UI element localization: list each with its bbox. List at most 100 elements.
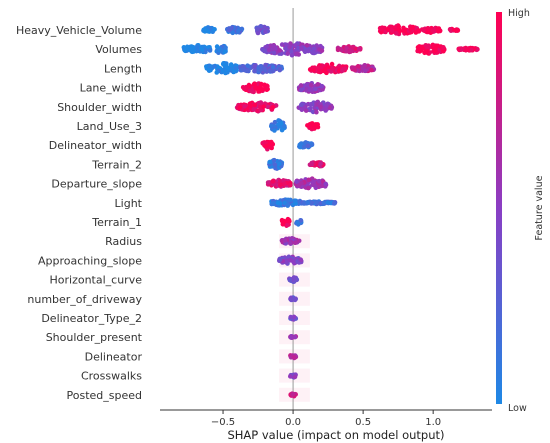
shap-point xyxy=(447,27,453,32)
feature-label: Heavy_Vehicle_Volume xyxy=(16,24,142,37)
shap-point xyxy=(288,314,293,320)
shap-point xyxy=(415,28,421,33)
shap-point xyxy=(318,161,323,166)
shap-point xyxy=(253,85,258,91)
feature-label: Delineator_Type_2 xyxy=(41,312,142,325)
feature-label: Length xyxy=(104,62,142,75)
shap-point xyxy=(291,354,297,360)
shap-point xyxy=(422,50,427,56)
feature-label: Volumes xyxy=(95,43,142,56)
shap-point xyxy=(242,103,247,109)
shap-point xyxy=(311,179,317,184)
shap-point xyxy=(277,182,283,188)
shap-point xyxy=(276,161,282,167)
shap-point xyxy=(205,28,211,34)
shap-point xyxy=(224,65,230,70)
shap-point xyxy=(298,257,303,262)
shap-points xyxy=(181,23,480,399)
shap-point xyxy=(301,201,307,206)
feature-label: Posted_speed xyxy=(67,389,143,402)
shap-point xyxy=(201,27,207,33)
shap-point xyxy=(282,238,288,243)
shap-point xyxy=(183,45,189,51)
shap-point xyxy=(289,297,295,303)
shap-point xyxy=(288,335,294,340)
shap-point xyxy=(293,42,299,48)
shap-point xyxy=(283,46,288,51)
shap-point xyxy=(207,68,212,73)
shap-point xyxy=(394,31,399,36)
shap-point xyxy=(288,197,293,203)
shap-point xyxy=(295,220,300,225)
shap-point xyxy=(318,104,323,110)
shap-point xyxy=(247,88,253,94)
colorbar: High Low Feature value xyxy=(496,8,545,414)
shap-point xyxy=(378,26,384,32)
shap-point xyxy=(292,334,298,340)
shap-point xyxy=(352,67,358,73)
x-tick-label: 0.0 xyxy=(285,417,301,428)
shap-point xyxy=(279,42,285,47)
shap-point xyxy=(277,257,283,263)
shap-point xyxy=(350,44,355,50)
shap-point xyxy=(290,391,296,397)
shap-point xyxy=(262,82,267,88)
shap-point xyxy=(329,61,335,67)
shap-point xyxy=(235,28,241,34)
shap-point xyxy=(282,123,287,129)
shap-point xyxy=(287,44,293,50)
shap-point xyxy=(453,28,459,33)
shap-point xyxy=(200,47,205,53)
shap-point xyxy=(303,140,308,145)
feature-label: Shoulder_present xyxy=(46,331,143,344)
shap-point xyxy=(369,67,374,73)
x-axis-title: SHAP value (impact on model output) xyxy=(227,428,444,442)
shap-point xyxy=(251,107,256,112)
shap-point xyxy=(258,24,264,29)
shap-point xyxy=(212,64,217,69)
shap-point xyxy=(331,201,337,206)
shap-point xyxy=(237,104,243,110)
shap-point xyxy=(277,178,283,184)
shap-point xyxy=(233,65,238,71)
shap-point xyxy=(252,68,257,74)
shap-point xyxy=(421,27,426,33)
shap-point xyxy=(312,183,317,188)
shap-point xyxy=(309,200,315,206)
shap-point xyxy=(221,61,226,67)
shap-point xyxy=(465,46,470,52)
shap-point xyxy=(288,257,293,263)
shap-point xyxy=(308,141,314,146)
shap-point xyxy=(319,83,325,89)
shap-point xyxy=(223,45,228,51)
feature-label: Shoulder_width xyxy=(57,101,142,114)
feature-labels: Heavy_Vehicle_Volume Volumes Length Lane_wi… xyxy=(16,24,143,402)
shap-point xyxy=(261,104,267,109)
shap-point xyxy=(313,122,318,127)
colorbar-high-label: High xyxy=(508,8,530,19)
shap-point xyxy=(267,159,273,165)
shap-point xyxy=(313,199,319,205)
shap-point xyxy=(306,185,311,191)
shap-point xyxy=(267,142,272,147)
shap-point xyxy=(309,160,315,166)
shap-point xyxy=(270,104,276,110)
shap-point xyxy=(330,66,335,71)
shap-point xyxy=(314,109,319,115)
shap-point xyxy=(435,26,440,31)
shap-point xyxy=(279,127,285,133)
shap-point xyxy=(214,44,220,49)
shap-point xyxy=(440,44,446,50)
shap-point xyxy=(292,198,298,204)
shap-point xyxy=(323,66,328,72)
shap-point xyxy=(245,63,250,68)
shap-point xyxy=(296,183,302,188)
shap-point xyxy=(277,66,283,72)
shap-point xyxy=(267,68,273,74)
shap-point xyxy=(271,50,277,56)
feature-label: Light xyxy=(115,197,143,210)
shap-point xyxy=(342,66,348,71)
shap-point xyxy=(298,218,304,223)
shap-point xyxy=(265,180,271,185)
feature-label: Crosswalks xyxy=(81,370,142,383)
